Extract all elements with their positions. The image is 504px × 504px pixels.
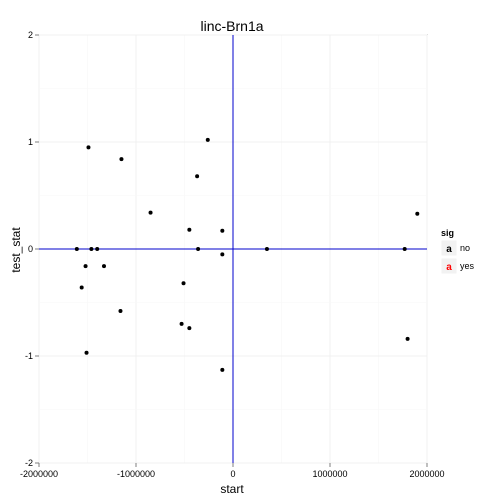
y-tick-label: 2	[28, 30, 33, 40]
legend-glyph: a	[446, 262, 452, 273]
data-point	[220, 252, 225, 257]
data-points	[74, 137, 420, 372]
data-point	[220, 228, 225, 233]
x-tick-label: -1000000	[117, 469, 155, 479]
data-point	[86, 145, 91, 150]
data-point	[101, 264, 106, 269]
legend-glyph: a	[446, 244, 452, 255]
y-axis-label: test_stat	[9, 227, 23, 273]
data-point	[84, 350, 89, 355]
legend-key	[440, 257, 458, 275]
y-tick-label: -2	[25, 458, 33, 468]
data-point	[402, 247, 407, 251]
data-point	[148, 210, 153, 215]
data-point	[264, 247, 269, 251]
legend: sig a noa yes	[440, 228, 475, 275]
y-tick-label: 0	[28, 244, 33, 254]
chart-title: linc-Brn1a	[200, 18, 263, 34]
x-tick-label: 2000000	[409, 469, 444, 479]
data-point	[220, 367, 225, 372]
x-tick-label: 1000000	[312, 469, 347, 479]
data-point	[196, 247, 201, 251]
data-point	[195, 174, 200, 179]
data-point	[79, 285, 84, 290]
x-axis-label: start	[220, 482, 244, 496]
axis-ticks: -2000000 -1000000 0 1000000 2000000 -2 -1 0 1 2	[20, 30, 445, 479]
data-point	[187, 326, 192, 331]
data-point	[181, 281, 186, 286]
y-tick-label: -1	[25, 351, 33, 361]
legend-label: no	[460, 243, 470, 253]
y-tick-label: 1	[28, 137, 33, 147]
reference-lines	[39, 35, 427, 463]
data-point	[187, 227, 192, 232]
data-point	[205, 137, 210, 142]
data-point	[179, 321, 184, 326]
data-point	[118, 309, 123, 314]
x-tick-label: 0	[230, 469, 235, 479]
data-point	[89, 247, 94, 251]
legend-label: yes	[460, 261, 475, 271]
data-point	[83, 264, 88, 269]
data-point	[119, 157, 124, 162]
data-point	[95, 247, 100, 251]
legend-title: sig	[441, 228, 454, 238]
x-tick-label: -2000000	[20, 469, 58, 479]
data-point	[415, 211, 420, 216]
data-point	[74, 247, 79, 251]
data-point	[405, 336, 410, 341]
legend-key	[440, 239, 458, 257]
